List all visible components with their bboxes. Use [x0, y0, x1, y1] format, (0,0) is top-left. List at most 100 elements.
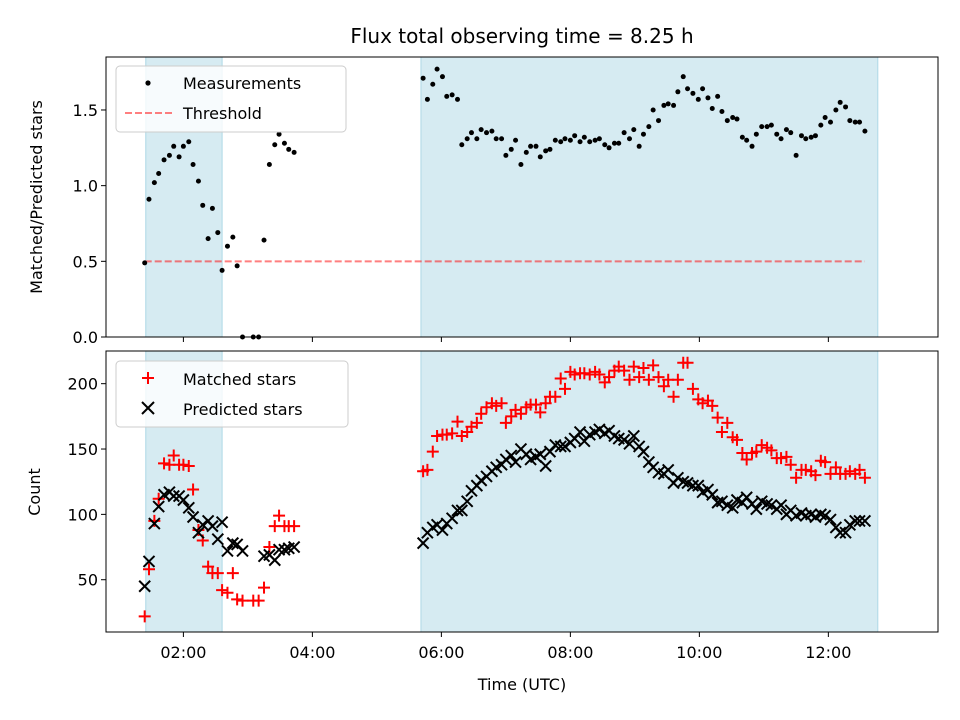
- y-tick-label: 150: [67, 440, 98, 459]
- y-tick-label: 1.5: [73, 101, 98, 120]
- bottom-x-ticks: 02:00 04:00 06:00 08:00 10:00 12:00: [160, 632, 851, 662]
- measurement-point: [587, 139, 593, 145]
- measurement-point: [205, 236, 211, 242]
- predicted-star-point: [554, 440, 567, 453]
- predicted-star-point: [711, 496, 724, 509]
- measurement-point: [459, 142, 465, 148]
- measurement-point: [291, 149, 297, 155]
- matched-star-point: [431, 429, 444, 442]
- top-legend: Measurements Threshold: [115, 65, 347, 133]
- matched-star-point: [495, 397, 508, 410]
- matched-star-point: [470, 416, 483, 429]
- matched-star-point: [623, 373, 636, 386]
- measurement-point: [833, 107, 839, 113]
- matched-star-point: [446, 427, 459, 440]
- predicted-star-point: [268, 553, 281, 567]
- measurement-point: [812, 133, 818, 139]
- predicted-star-point: [182, 501, 195, 515]
- predicted-star-point: [715, 495, 729, 508]
- measurement-point: [533, 143, 539, 149]
- measurement-point: [690, 90, 696, 96]
- predicted-star-point: [661, 463, 675, 477]
- measurement-point: [513, 137, 519, 143]
- matched-star-point: [593, 368, 606, 381]
- measurement-point: [219, 267, 225, 273]
- matched-star-point: [652, 371, 665, 384]
- bottom-y-axis-label: Count: [25, 468, 44, 516]
- top-y-ticks: 0.0 0.5 1.0 1.5: [73, 101, 106, 347]
- measurement-point: [156, 171, 162, 177]
- legend-label-matched: Matched stars: [183, 370, 296, 389]
- predicted-star-point: [706, 488, 719, 501]
- measurement-point: [739, 134, 745, 140]
- predicted-star-point: [278, 543, 291, 556]
- measurement-point: [528, 143, 534, 149]
- measurement-point: [230, 234, 236, 240]
- predicted-star-point: [236, 544, 249, 558]
- measurement-point: [434, 66, 440, 72]
- predicted-star-point: [853, 514, 866, 528]
- measurement-point: [636, 143, 642, 149]
- measurement-point: [798, 133, 804, 139]
- predicted-star-point: [460, 495, 474, 508]
- y-tick-label: 1.0: [73, 177, 98, 196]
- measurement-point: [508, 146, 514, 152]
- top-legend-box: [115, 65, 347, 133]
- measurement-point: [715, 93, 721, 99]
- predicted-star-point: [671, 471, 685, 484]
- measurements-legend-marker: [145, 80, 151, 86]
- matched-star-point: [657, 380, 670, 393]
- measurement-point: [439, 74, 445, 80]
- measurement-point: [592, 137, 598, 143]
- x-tick-label: 12:00: [805, 643, 851, 662]
- measurement-point: [611, 140, 617, 146]
- matched-star-point: [784, 458, 797, 471]
- matched-star-point: [637, 361, 650, 374]
- x-axis-label: Time (UTC): [477, 675, 566, 694]
- predicted-star-point: [637, 445, 650, 458]
- measurement-point: [616, 140, 622, 146]
- matched-star-point: [686, 382, 699, 395]
- predicted-star-point: [206, 519, 219, 533]
- measurement-point: [640, 131, 646, 137]
- predicted-star-point: [287, 540, 301, 554]
- predicted-star-point: [814, 508, 828, 521]
- measurement-point: [558, 139, 564, 145]
- measurement-point: [523, 149, 529, 155]
- predicted-star-point: [138, 580, 151, 593]
- matched-star-point: [858, 471, 871, 484]
- matched-star-point: [558, 382, 571, 395]
- measurement-point: [680, 74, 686, 80]
- predicted-star-point: [451, 504, 464, 517]
- measurement-point: [685, 86, 691, 92]
- matched-star-point: [853, 463, 866, 476]
- predicted-star-point: [818, 509, 832, 522]
- matched-star-point: [216, 584, 229, 597]
- y-tick-label: 50: [78, 571, 98, 590]
- measurement-point: [484, 130, 490, 136]
- measurement-point: [142, 260, 148, 266]
- matched-star-point: [539, 397, 552, 410]
- measurement-point: [547, 146, 553, 152]
- predicted-star-point: [774, 499, 788, 512]
- matched-star-point: [142, 563, 155, 576]
- matched-star-point: [475, 407, 488, 420]
- predicted-star-point: [843, 518, 857, 532]
- measurement-point: [774, 131, 780, 137]
- measurement-point: [759, 124, 765, 130]
- matched-star-point: [514, 407, 527, 420]
- matched-star-point: [843, 465, 856, 478]
- measurement-point: [837, 99, 843, 105]
- measurement-point: [468, 130, 474, 136]
- matched-star-point: [603, 371, 616, 384]
- x-tick-label: 06:00: [418, 643, 464, 662]
- matched-star-point: [440, 428, 453, 441]
- measurement-point: [151, 180, 157, 186]
- predicted-star-point: [726, 501, 739, 515]
- predicted-star-point: [765, 499, 778, 512]
- measurement-point: [705, 95, 711, 101]
- measurement-point: [518, 161, 524, 167]
- measurement-point: [581, 134, 587, 140]
- matched-star-point: [252, 594, 265, 607]
- predicted-star-point: [858, 514, 872, 528]
